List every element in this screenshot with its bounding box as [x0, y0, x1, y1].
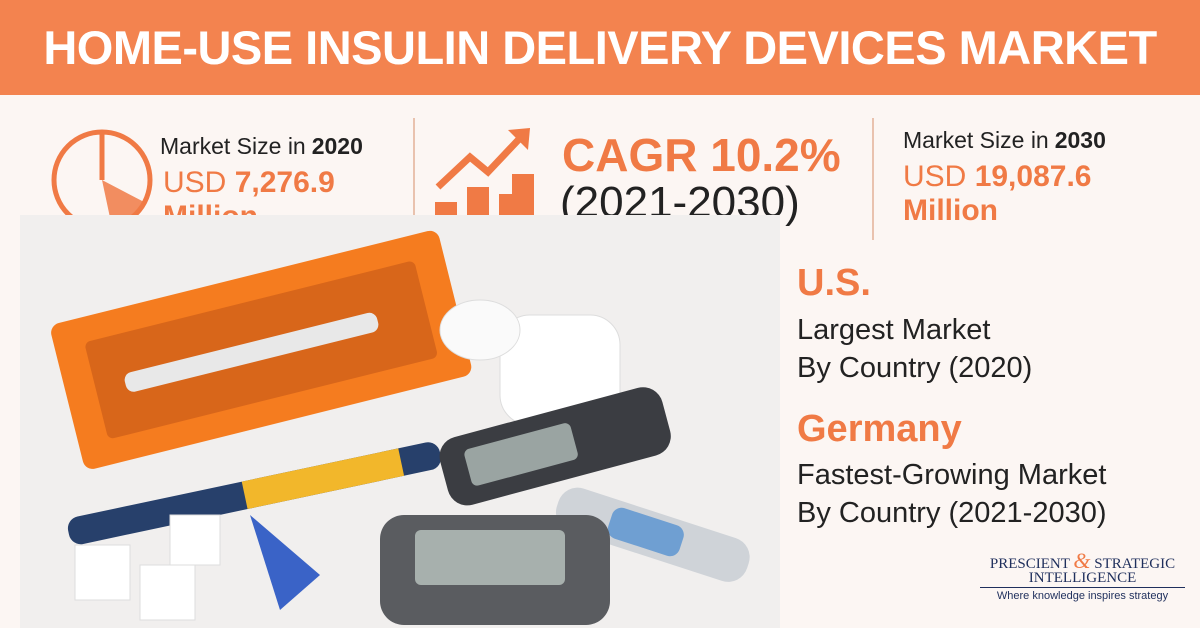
- text: 7,276.9: [234, 166, 335, 199]
- text: Largest Market: [797, 314, 991, 346]
- text: Million: [903, 194, 998, 227]
- text: STRATEGIC: [1094, 556, 1176, 572]
- text: CAGR: [562, 129, 698, 181]
- text: Market Size in: [160, 133, 306, 159]
- separator: [872, 118, 874, 240]
- country: Germany: [797, 408, 962, 450]
- text: 10.2%: [710, 129, 841, 181]
- text: 2020: [311, 133, 363, 159]
- stat-label: Market Size in 2030: [903, 127, 1106, 154]
- text: Fastest-Growing Market: [797, 459, 1107, 491]
- text: &: [1073, 548, 1091, 573]
- country: U.S.: [797, 262, 871, 304]
- highlight-text: Largest Market By Country (2020): [797, 311, 1032, 387]
- cagr: CAGR 10.2%: [562, 128, 841, 182]
- logo: PRESCIENT & STRATEGIC INTELLIGENCE Where…: [980, 548, 1185, 602]
- text: USD: [163, 166, 227, 199]
- text: Where knowledge inspires strategy: [996, 590, 1169, 602]
- separator: [413, 118, 415, 240]
- stat-label: Market Size in 2020: [160, 133, 363, 160]
- title: HOME-USE INSULIN DELIVERY DEVICES MARKET: [43, 21, 1157, 74]
- text: USD: [903, 160, 967, 193]
- text: 19,087.6: [974, 160, 1092, 193]
- device-photo: [20, 215, 780, 628]
- stat-value: USD 19,087.6 Million: [903, 160, 1091, 228]
- text: By Country (2021-2030): [797, 497, 1107, 529]
- text: INTELLIGENCE: [980, 570, 1185, 588]
- text: By Country (2020): [797, 352, 1033, 384]
- highlight-text: Fastest-Growing Market By Country (2021-2…: [797, 456, 1107, 532]
- text: Market Size in: [903, 127, 1049, 153]
- text: PRESCIENT: [989, 556, 1070, 572]
- title-bar: [0, 0, 1200, 95]
- text: 2030: [1054, 127, 1106, 153]
